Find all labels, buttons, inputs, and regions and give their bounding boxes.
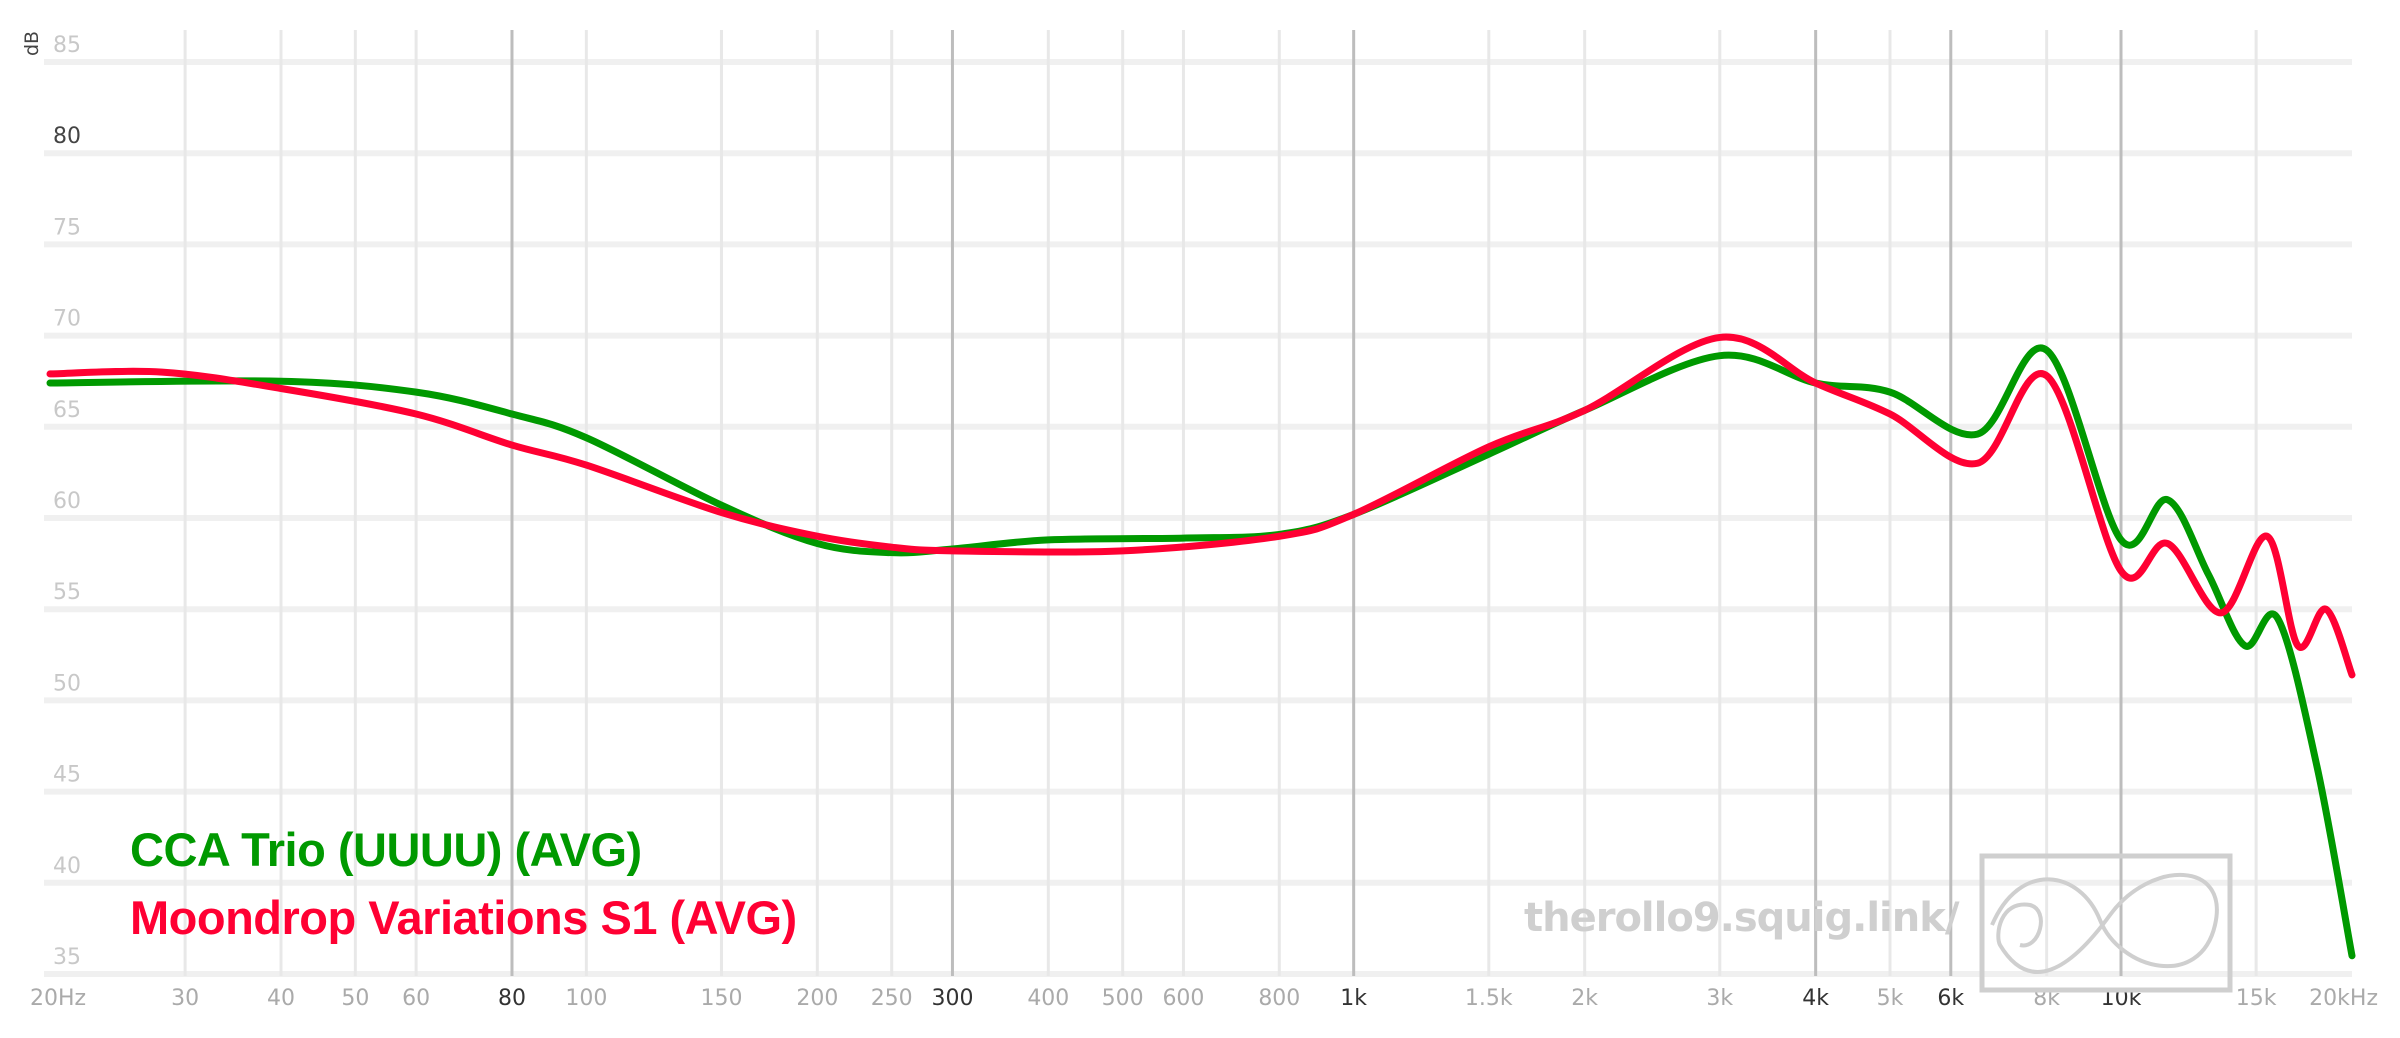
x-tick-label: 100 — [565, 986, 607, 1011]
legend-item-cca-trio[interactable]: CCA Trio (UUUU) (AVG) — [130, 823, 642, 876]
y-tick-label: 40 — [53, 854, 81, 879]
y-tick-label: 70 — [53, 307, 81, 332]
x-tick-label: 200 — [796, 986, 838, 1011]
y-tick-label: 80 — [53, 124, 81, 149]
x-tick-label: 80 — [498, 986, 526, 1011]
x-tick-label: 400 — [1027, 986, 1069, 1011]
x-tick-label: 50 — [341, 986, 369, 1011]
x-tick-label: 6k — [1937, 986, 1964, 1011]
x-tick-label: 40 — [267, 986, 295, 1011]
y-tick-label: 45 — [53, 763, 81, 788]
y-tick-label: 35 — [53, 945, 81, 970]
series-curves — [46, 333, 2356, 960]
x-tick-label: 600 — [1162, 986, 1204, 1011]
horizontal-gridlines — [44, 59, 2352, 977]
watermark-logo — [1979, 853, 2233, 993]
x-tick-label: 20kHz — [2309, 986, 2378, 1011]
x-tick-label: 3k — [1706, 986, 1733, 1011]
x-tick-label: 800 — [1258, 986, 1300, 1011]
series-line-moondrop-variations-s1[interactable] — [46, 333, 2356, 679]
y-axis-label: dB — [21, 31, 43, 56]
x-tick-label: 500 — [1102, 986, 1144, 1011]
y-tick-label: 65 — [53, 398, 81, 423]
series-line-cca-trio[interactable] — [46, 344, 2356, 960]
y-tick-label: 50 — [53, 671, 81, 696]
y-axis-tick-labels: 85 80 75 70 65 60 55 50 45 40 35 — [53, 33, 81, 970]
x-tick-label: 300 — [931, 986, 973, 1011]
y-tick-label: 85 — [53, 33, 81, 58]
watermark-text: therollo9.squig.link/ — [1524, 895, 1959, 941]
legend-item-moondrop-variations-s1[interactable]: Moondrop Variations S1 (AVG) — [130, 891, 797, 944]
x-tick-label: 30 — [171, 986, 199, 1011]
x-tick-label: 250 — [871, 986, 913, 1011]
x-tick-label: 150 — [700, 986, 742, 1011]
y-tick-label: 55 — [53, 580, 81, 605]
x-tick-label: 1k — [1340, 986, 1367, 1011]
y-tick-label: 75 — [53, 215, 81, 240]
x-tick-label: 15k — [2236, 986, 2277, 1011]
x-tick-label: 60 — [402, 986, 430, 1011]
x-tick-label: 20Hz — [30, 986, 86, 1011]
x-tick-label: 1.5k — [1465, 986, 1513, 1011]
x-tick-label: 2k — [1571, 986, 1598, 1011]
y-tick-label: 60 — [53, 489, 81, 514]
x-tick-label: 4k — [1802, 986, 1829, 1011]
x-tick-label: 5k — [1877, 986, 1904, 1011]
